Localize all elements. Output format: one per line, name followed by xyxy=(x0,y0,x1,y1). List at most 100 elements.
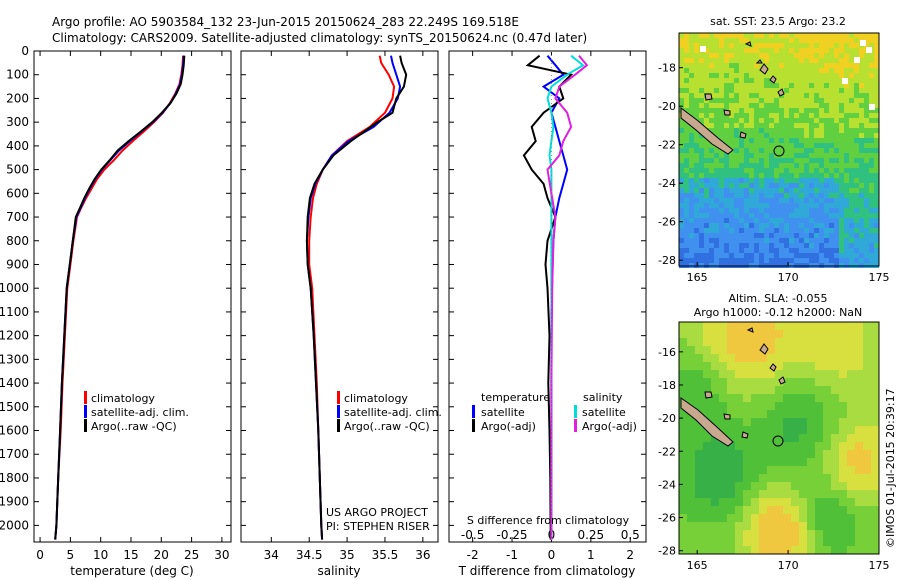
sst-cell xyxy=(779,253,784,258)
sla-cell xyxy=(735,338,743,346)
sst-cell xyxy=(824,53,829,58)
sst-cell xyxy=(749,158,754,163)
sst-cell xyxy=(704,258,709,263)
sst-cell xyxy=(804,48,809,53)
sst-cell xyxy=(749,173,754,178)
sst-cell xyxy=(814,138,819,143)
sst-cell xyxy=(684,33,689,38)
sst-cell xyxy=(704,43,709,48)
sst-cell xyxy=(714,243,719,248)
sst-cell xyxy=(764,238,769,243)
sst-cell xyxy=(819,123,824,128)
lat-tick-label: -24 xyxy=(658,177,676,190)
sst-cell xyxy=(744,173,749,178)
sst-cell xyxy=(839,233,844,238)
sla-cell xyxy=(719,506,727,514)
sst-cell xyxy=(694,153,699,158)
sla-cell xyxy=(871,418,879,426)
sla-coastline-islands xyxy=(704,327,786,439)
sst-cell xyxy=(839,123,844,128)
sla-cell xyxy=(799,378,807,386)
sla-cell xyxy=(775,490,783,498)
sla-cell xyxy=(823,490,831,498)
sst-cell xyxy=(814,88,819,93)
sst-cell xyxy=(814,198,819,203)
sst-cell xyxy=(814,158,819,163)
sla-cell xyxy=(863,538,871,546)
sst-cell xyxy=(839,228,844,233)
x-tick-label: 5 xyxy=(67,548,75,562)
sst-cell xyxy=(714,203,719,208)
sst-cell xyxy=(724,208,729,213)
sst-cell xyxy=(869,83,874,88)
sla-cell xyxy=(751,378,759,386)
sla-cell xyxy=(783,546,791,554)
sst-cell xyxy=(719,153,724,158)
sla-cell xyxy=(831,346,839,354)
sst-cell xyxy=(709,43,714,48)
legend-label-satellite: satellite-adj. clim. xyxy=(344,406,442,419)
sst-cell xyxy=(834,188,839,193)
sst-cell xyxy=(814,258,819,263)
sst-cell xyxy=(734,58,739,63)
sla-cell xyxy=(751,466,759,474)
sst-cell xyxy=(789,78,794,83)
sst-cell xyxy=(799,223,804,228)
sst-cell xyxy=(839,198,844,203)
sst-cell xyxy=(694,218,699,223)
sst-cell xyxy=(689,183,694,188)
sla-cell xyxy=(775,514,783,522)
sst-cell xyxy=(829,108,834,113)
sla-cell xyxy=(855,434,863,442)
sla-cell xyxy=(831,538,839,546)
sst-cell xyxy=(699,208,704,213)
sst-cell xyxy=(779,143,784,148)
sla-cell xyxy=(791,410,799,418)
sla-cell xyxy=(687,354,695,362)
sst-cell xyxy=(769,208,774,213)
sst-cell xyxy=(874,218,879,223)
sst-cell xyxy=(764,113,769,118)
sst-cell xyxy=(754,183,759,188)
sst-cell xyxy=(829,178,834,183)
sst-cell xyxy=(724,178,729,183)
sst-cell xyxy=(774,43,779,48)
sst-cell xyxy=(874,33,879,38)
sst-cell xyxy=(749,238,754,243)
sst-cell xyxy=(774,78,779,83)
sst-cell xyxy=(764,158,769,163)
sst-cell xyxy=(749,203,754,208)
sst-cell xyxy=(869,203,874,208)
sst-cell xyxy=(834,73,839,78)
sst-cell xyxy=(854,63,859,68)
sla-cell xyxy=(839,378,847,386)
sst-cell xyxy=(719,233,724,238)
sst-cell xyxy=(824,258,829,263)
sst-cell xyxy=(799,218,804,223)
sst-cell xyxy=(729,193,734,198)
sst-cell xyxy=(729,163,734,168)
sst-cell xyxy=(749,183,754,188)
sst-cell xyxy=(724,58,729,63)
sst-cell xyxy=(829,103,834,108)
sla-cell xyxy=(743,418,751,426)
legend-swatch-climatology xyxy=(84,391,87,404)
sst-cell xyxy=(874,178,879,183)
sst-cell xyxy=(809,173,814,178)
x-tick-label: 0 xyxy=(548,548,556,562)
sst-cell xyxy=(704,248,709,253)
legend-label-climatology: climatology xyxy=(91,392,155,405)
sst-cell xyxy=(834,228,839,233)
sst-cell xyxy=(744,168,749,173)
sla-cell xyxy=(711,402,719,410)
sst-cell xyxy=(769,113,774,118)
sst-cell xyxy=(839,33,844,38)
sst-cell xyxy=(779,68,784,73)
sst-cell xyxy=(779,228,784,233)
sst-cell xyxy=(839,93,844,98)
lon-tick-label: 165 xyxy=(687,271,708,284)
sst-cell xyxy=(869,198,874,203)
sst-cell xyxy=(829,153,834,158)
sla-cell xyxy=(815,410,823,418)
sst-cell xyxy=(854,228,859,233)
